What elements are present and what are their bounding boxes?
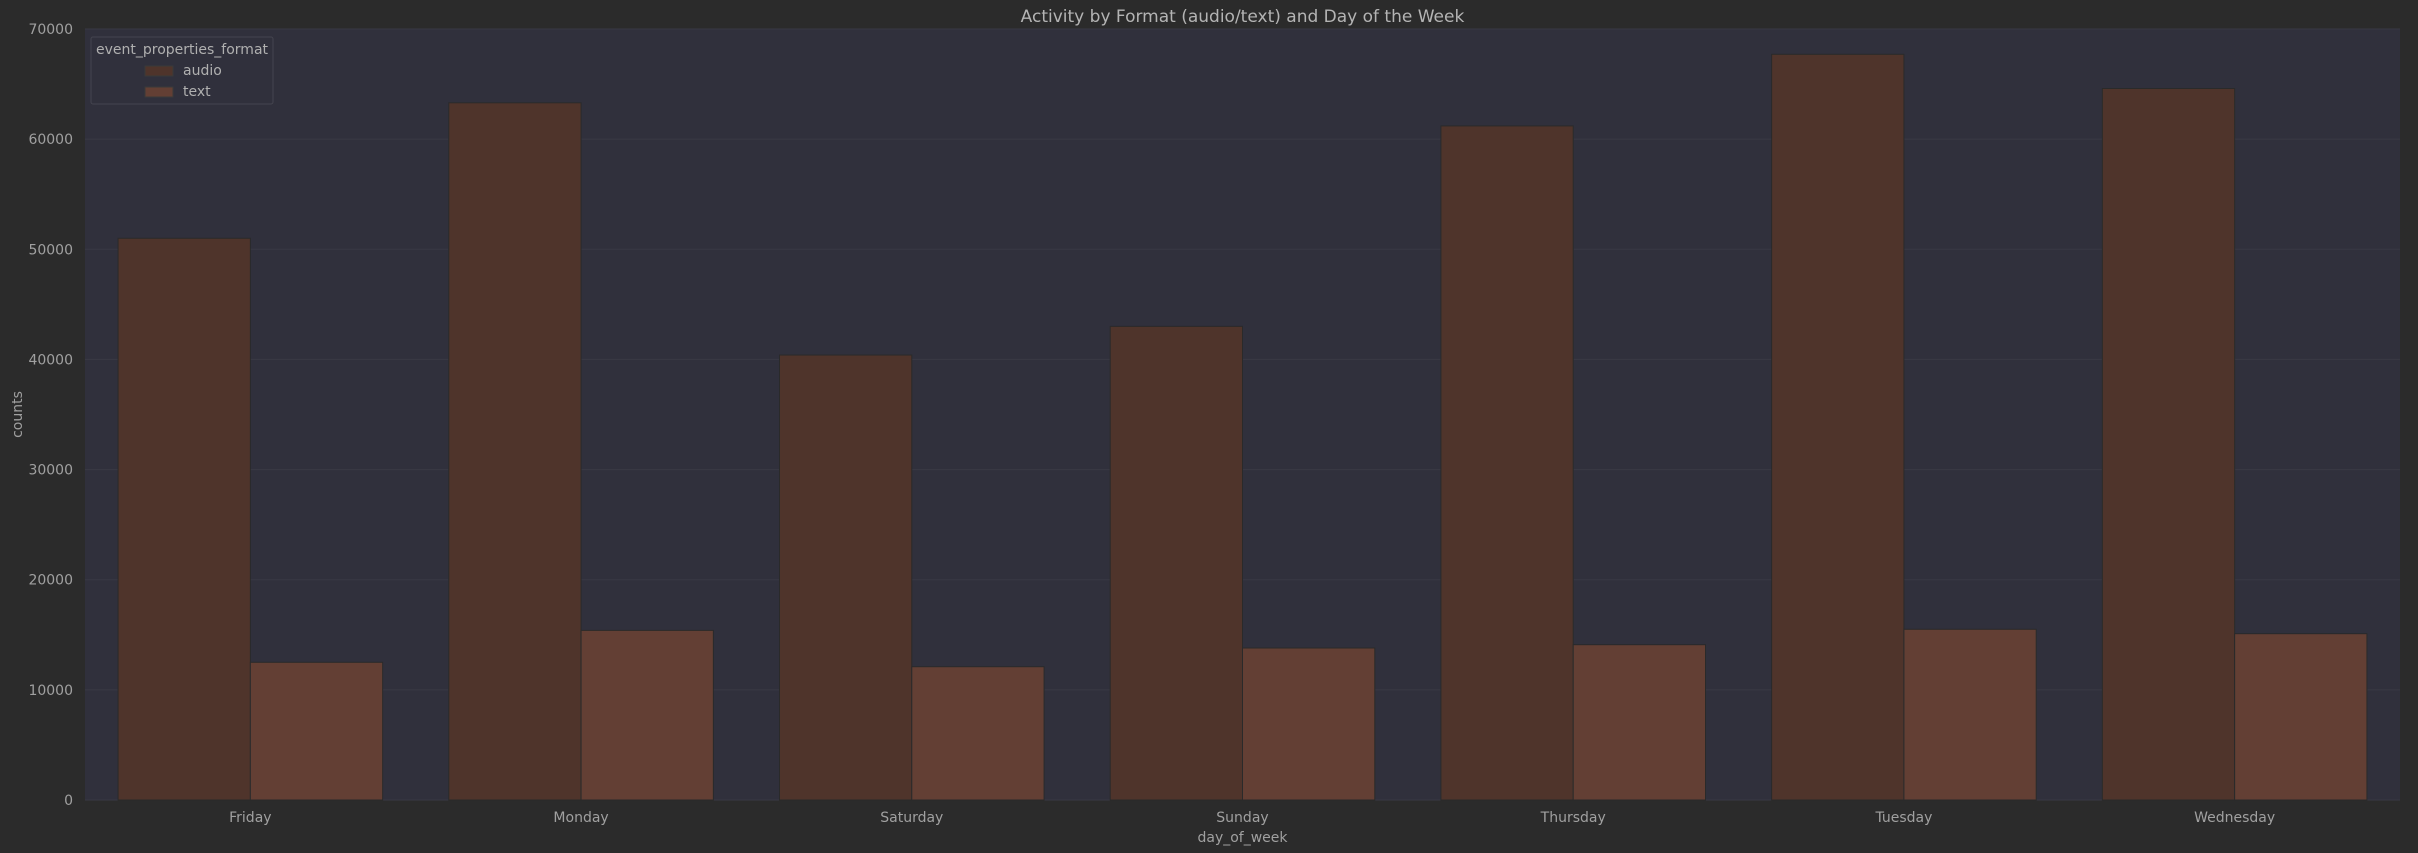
bar-text-tuesday <box>1903 628 2037 801</box>
legend-swatch-audio <box>144 65 174 77</box>
y-tick-label: 10000 <box>28 683 73 699</box>
y-tick-label: 70000 <box>28 22 73 38</box>
legend-title: event_properties_format <box>96 42 269 58</box>
bars <box>117 53 2368 801</box>
bar-text-friday <box>249 661 384 801</box>
x-tick-label: Friday <box>229 810 271 826</box>
bar-text-monday <box>580 629 714 801</box>
x-tick-label: Wednesday <box>2194 810 2275 826</box>
bar-audio-wednesday <box>2101 87 2236 801</box>
legend-label-audio: audio <box>183 63 222 79</box>
legend: event_properties_format audio text <box>90 36 274 105</box>
bar-audio-sunday <box>1109 325 1243 801</box>
x-tick-label: Tuesday <box>1874 810 1932 826</box>
bar-audio-saturday <box>779 354 913 801</box>
bar-audio-thursday <box>1440 125 1574 801</box>
bar-audio-tuesday <box>1771 53 1905 801</box>
chart-title: Activity by Format (audio/text) and Day … <box>1021 7 1465 27</box>
y-tick-label: 40000 <box>28 352 73 368</box>
bar-text-thursday <box>1572 644 1706 801</box>
legend-items: audio text <box>144 63 222 100</box>
bar-text-saturday <box>911 666 1045 801</box>
bar-text-sunday <box>1242 647 1376 801</box>
bar-audio-monday <box>448 102 582 801</box>
x-tick-label: Thursday <box>1540 810 1606 826</box>
x-tick-label: Monday <box>553 810 608 826</box>
y-tick-label: 0 <box>64 793 73 809</box>
y-tick-label: 20000 <box>28 573 73 589</box>
y-axis-label: counts <box>10 391 26 438</box>
legend-box <box>90 36 274 105</box>
legend-label-text: text <box>183 84 211 100</box>
x-tick-label: Sunday <box>1216 810 1268 826</box>
x-tick-label: Saturday <box>880 810 943 826</box>
x-axis-ticks: Friday Monday Saturday Sunday Thursday Tuesda… <box>229 810 2275 826</box>
x-axis-label: day_of_week <box>1197 830 1288 846</box>
y-tick-label: 50000 <box>28 242 73 258</box>
y-axis-ticks: 0 10000 20000 30000 40000 50000 60000 70000 <box>28 22 73 809</box>
y-tick-label: 30000 <box>28 463 73 479</box>
legend-swatch-text <box>144 86 174 98</box>
bar-audio-friday <box>117 237 251 801</box>
bar-text-wednesday <box>2234 633 2368 801</box>
y-tick-label: 60000 <box>28 132 73 148</box>
